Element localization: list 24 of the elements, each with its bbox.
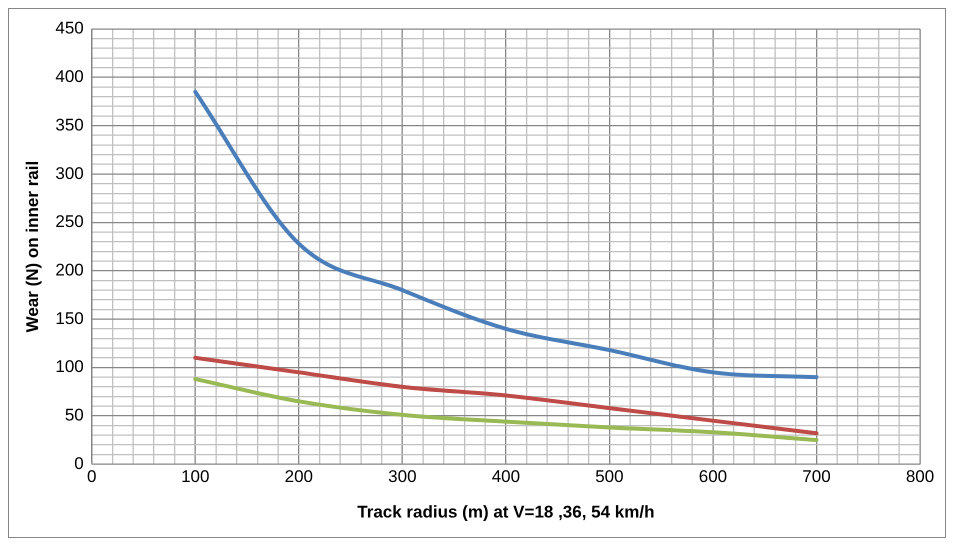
y-tick-label: 450: [55, 18, 84, 38]
x-tick-label: 500: [595, 467, 624, 486]
x-tick-label: 400: [492, 467, 520, 486]
y-tick-label: 400: [55, 67, 84, 86]
x-tick-label: 0: [87, 467, 96, 486]
y-tick-label: 100: [55, 357, 84, 376]
y-tick-label: 150: [55, 308, 84, 328]
line-series: [193, 90, 818, 380]
y-tick-label: 50: [64, 406, 84, 425]
x-tick-label: 300: [388, 467, 417, 486]
x-tick-label: 700: [802, 467, 831, 486]
y-tick-label: 200: [55, 260, 84, 280]
y-tick-label: 300: [55, 164, 84, 183]
line-series: [193, 377, 818, 442]
x-axis-title: Track radius (m) at V=18 ,36, 54 km/h: [357, 502, 654, 522]
x-tick-label: 800: [906, 467, 934, 486]
y-tick-label: 350: [55, 115, 84, 134]
x-tick-label: 100: [181, 467, 210, 486]
y-axis-title: Wear (N) on inner rail: [22, 160, 42, 332]
x-tick-label: 600: [698, 467, 728, 486]
line-series: [193, 356, 818, 436]
y-tick-label: 250: [55, 212, 84, 232]
x-tick-label: 200: [284, 467, 314, 486]
y-tick-label: 0: [74, 454, 84, 473]
